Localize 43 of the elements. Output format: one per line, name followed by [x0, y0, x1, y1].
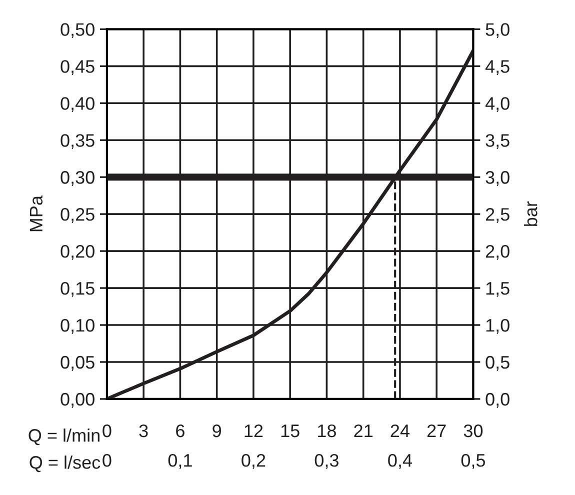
x-tick-label: 27 — [427, 424, 446, 438]
x-tick-label: 15 — [281, 424, 300, 438]
y2-tick-label: 1,5 — [486, 282, 510, 297]
x-axis-title: Q = l/min — [28, 428, 100, 446]
y-axis-title: MPa — [30, 196, 43, 232]
y2-tick-label: 2,5 — [486, 208, 510, 223]
x-tick-label: 30 — [464, 424, 483, 438]
y-tick-label: 0,10 — [60, 318, 94, 334]
y-tick-label: 0,15 — [60, 282, 94, 297]
x2-axis-title: Q = l/sec — [30, 456, 100, 472]
y-tick-label: 0,40 — [60, 97, 94, 112]
x-tick-label: 24 — [390, 424, 410, 438]
y2-axis-title: bar — [524, 201, 538, 226]
y-tick-label: 0,45 — [60, 60, 94, 76]
x-tick-label: 18 — [318, 424, 336, 438]
y2-tick-label: 0,0 — [486, 392, 510, 408]
y2-tick-label: 3,0 — [486, 171, 510, 186]
x-tick-label: 21 — [354, 424, 373, 438]
y-tick-label: 0,05 — [60, 356, 94, 371]
x2-tick-label: 0 — [102, 454, 112, 467]
y-tick-label: 0,50 — [60, 23, 94, 38]
x2-tick-label: 0,4 — [388, 454, 412, 469]
x2-tick-label: 0,2 — [242, 454, 266, 469]
y-tick-label: 0,00 — [60, 392, 94, 408]
y2-tick-label: 4,5 — [485, 60, 510, 76]
y2-tick-label: 5,0 — [486, 23, 510, 38]
y2-tick-label: 2,0 — [486, 245, 510, 260]
y-tick-label: 0,30 — [60, 171, 94, 186]
x2-tick-label: 0,5 — [461, 454, 486, 469]
y-tick-label: 0,25 — [60, 208, 94, 223]
x-tick-label: 12 — [244, 424, 263, 438]
y-tick-label: 0,20 — [60, 245, 94, 260]
x2-tick-label: 0,1 — [168, 454, 192, 469]
y2-tick-label: 3,5 — [486, 134, 510, 149]
x-tick-label: 0 — [102, 424, 112, 438]
x-tick-label: 9 — [212, 424, 221, 438]
y2-tick-label: 1,0 — [486, 318, 510, 334]
y2-tick-label: 0,5 — [486, 356, 510, 371]
x-tick-label: 3 — [139, 424, 148, 438]
x2-tick-label: 0,3 — [314, 454, 338, 469]
x-tick-label: 6 — [176, 424, 184, 438]
y-tick-label: 0,35 — [60, 134, 94, 149]
y2-tick-label: 4,0 — [485, 97, 510, 112]
